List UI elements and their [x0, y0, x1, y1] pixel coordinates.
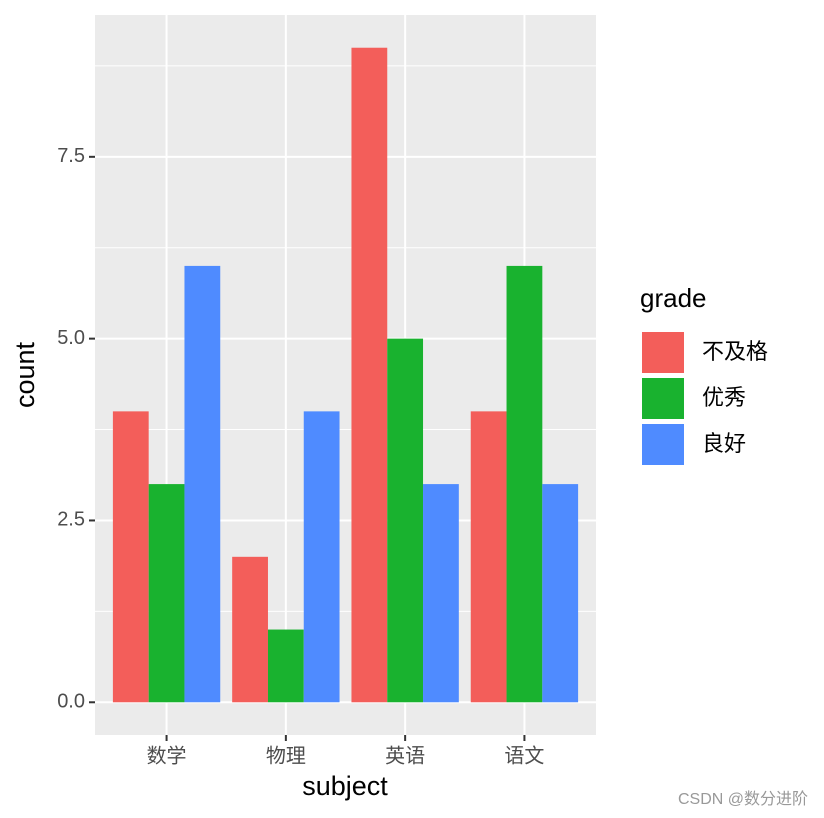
- bar: [387, 338, 424, 703]
- bar: [303, 411, 340, 703]
- x-tick-label: 语文: [504, 744, 544, 767]
- x-tick-label: 物理: [266, 744, 306, 767]
- x-axis-title: subject: [302, 771, 388, 801]
- bar: [112, 411, 149, 703]
- bar: [267, 629, 304, 703]
- x-tick-label: 数学: [147, 744, 187, 767]
- bar: [542, 484, 579, 703]
- y-tick-label: 5.0: [57, 327, 85, 349]
- watermark: CSDN @数分进阶: [678, 790, 808, 808]
- bar: [184, 265, 221, 703]
- bar: [423, 484, 459, 703]
- legend-title: grade: [640, 283, 707, 313]
- bar: [470, 411, 507, 703]
- legend-label: 优秀: [702, 385, 746, 410]
- y-tick-label: 7.5: [57, 145, 85, 167]
- y-tick-label: 0.0: [57, 691, 85, 713]
- legend-key: [640, 422, 686, 467]
- y-tick-label: 2.5: [57, 509, 85, 531]
- bar: [351, 47, 388, 703]
- legend-label: 良好: [702, 431, 746, 456]
- bar: [506, 265, 543, 703]
- legend-label: 不及格: [702, 339, 768, 364]
- bar: [148, 484, 185, 703]
- y-axis-title: count: [10, 341, 40, 408]
- legend-key: [640, 330, 686, 375]
- legend-key: [640, 376, 686, 421]
- bar: [232, 556, 268, 703]
- x-tick-label: 英语: [385, 744, 425, 767]
